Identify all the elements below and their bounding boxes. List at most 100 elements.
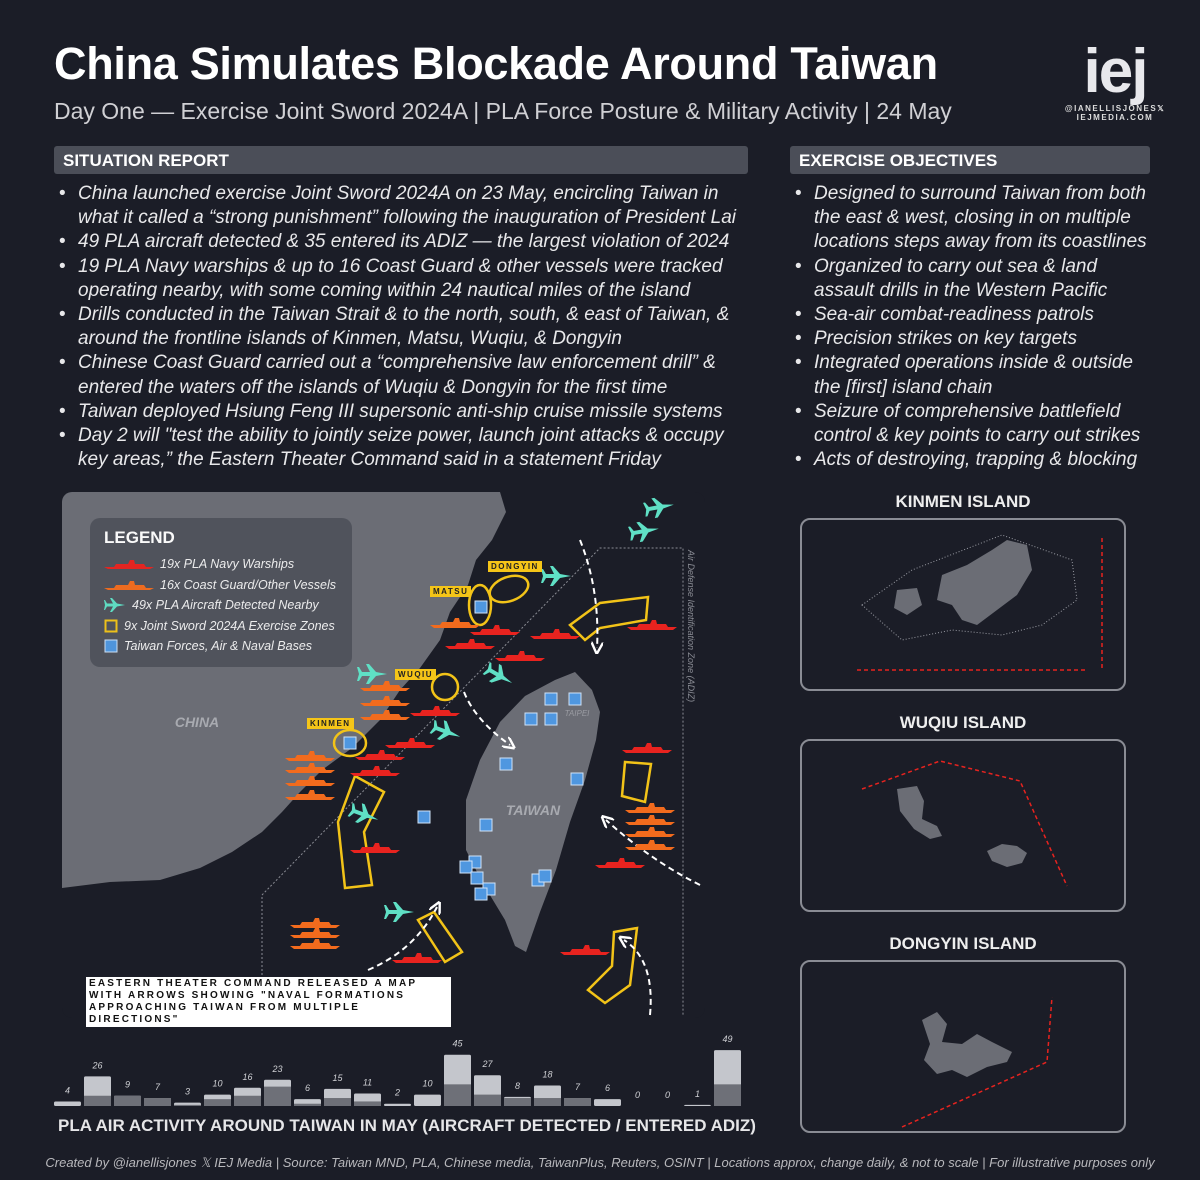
bar-data-label: 3 [185,1087,190,1097]
wuqiu-inset-title: WUQIU ISLAND [899,713,1027,732]
aircraft-icon [384,902,414,922]
legend-taiwan-bases: Taiwan Forces, Air & Naval Bases [104,636,338,657]
warship-icon [350,766,400,776]
bar-data-label: 26 [91,1060,102,1070]
bar-entered-adiz [84,1095,111,1106]
situation-report-heading: SITUATION REPORT [54,146,748,174]
exercise-zone-kinmen [332,728,368,758]
bar-entered-adiz [324,1098,351,1106]
bullet-item: Acts of destroying, trapping & blocking [790,448,1160,472]
taiwan-base-icon [470,871,484,885]
bar-data-label: 10 [422,1079,432,1089]
dongyin-inset-map [800,960,1126,1133]
coast-guard-vessel-icon [625,840,675,850]
taiwan-base-icon [417,810,431,824]
exercise-zone-northeast [568,595,650,642]
taiwan-base-icon [474,887,488,901]
dongyin-label: DONGYIN [488,561,542,572]
warship-icon [355,750,405,760]
taiwan-base-icon [459,860,473,874]
bullet-item: Precision strikes on key targets [790,327,1160,351]
logo: iej @IANELLISJONES𝕏 IEJMEDIA.COM [1060,40,1170,123]
coast-guard-vessel-icon [360,696,410,706]
bar-data-label: 1 [695,1089,700,1099]
logo-handle: @IANELLISJONES𝕏 [1064,104,1166,113]
china-label: CHINA [175,714,219,730]
taiwan-base-icon [499,757,513,771]
bar-data-label: 2 [394,1088,400,1098]
approach-arrow-southeast [624,940,652,1016]
bar-entered-adiz [114,1095,141,1106]
coast-guard-vessel-icon [285,751,335,761]
page-title: China Simulates Blockade Around Taiwan [54,38,938,89]
bullet-item: Organized to carry out sea & land assaul… [790,255,1160,303]
wuqiu-inset-map [800,739,1126,912]
warship-icon [445,639,495,649]
coast-guard-vessel-icon [285,790,335,800]
warship-icon [530,629,580,639]
bar-entered-adiz [564,1098,591,1106]
bar-data-label: 6 [305,1083,310,1093]
bar-data-label: 23 [271,1064,282,1074]
wuqiu-label: WUQIU [395,669,437,680]
exercise-zone-east [620,760,653,804]
adiz-label: Air Defense Identification Zone (ADIZ) [686,549,696,702]
coast-guard-vessel-icon [360,681,410,691]
bar-entered-adiz [204,1099,231,1106]
taiwan-base-icon [544,692,558,706]
bar-entered-adiz [294,1103,321,1106]
taiwan-base-icon [104,639,118,653]
bar-data-label: 45 [452,1039,463,1049]
coast-guard-vessel-icon [290,918,340,928]
bar-data-label: 7 [155,1082,161,1092]
taipei-label: TAIPEI [565,709,591,718]
bar-detected [684,1104,711,1106]
warship-icon [595,858,645,868]
exercise-zone-south [416,910,464,964]
aircraft-icon [541,566,571,586]
bar-data-label: 11 [363,1077,372,1087]
aircraft-icon [628,521,659,543]
exercise-zone-strait [336,774,386,890]
aircraft-icon [429,719,461,741]
bar-entered-adiz [174,1104,201,1106]
coast-guard-vessel-icon [430,618,480,628]
aircraft-icon [104,598,125,613]
bar-data-label: 16 [242,1072,252,1082]
bar-data-label: 49 [722,1034,732,1044]
bar-entered-adiz [504,1098,531,1106]
kinmen-inset-title: KINMEN ISLAND [895,492,1031,511]
bar-data-label: 0 [635,1090,640,1100]
warship-icon [470,625,520,635]
warship-icon [104,560,154,570]
map-legend: LEGEND 19x PLA Navy Warships 16x Coast G… [90,518,352,667]
legend-aircraft: 49x PLA Aircraft Detected Nearby [104,595,338,616]
matsu-label: MATSU [430,586,472,597]
exercise-objectives-list: Designed to surround Taiwan from both th… [790,182,1160,473]
bar-entered-adiz [264,1086,291,1106]
bar-entered-adiz [234,1095,261,1106]
coast-guard-vessel-icon [285,776,335,786]
coast-guard-vessel-icon [625,827,675,837]
coast-guard-vessel-icon [625,803,675,813]
taiwan-base-icon [479,818,493,832]
kinmen-label: KINMEN [307,718,354,729]
situation-report-list: China launched exercise Joint Sword 2024… [54,182,754,472]
bullet-item: Integrated operations inside & outside t… [790,351,1160,399]
legend-title: LEGEND [104,528,175,547]
bullet-item: China launched exercise Joint Sword 2024… [54,182,754,230]
adiz-boundary [261,547,684,1015]
footer-credits: Created by @ianellisjones 𝕏 IEJ Media | … [45,1155,1155,1170]
air-activity-chart: 4 26 9 7 3 10 16 23 6 15 11 2 10 45 27 8 18 7 6 0 0 1 49 [54,1034,741,1106]
chart-title: PLA AIR ACTIVITY AROUND TAIWAN IN MAY (A… [58,1116,756,1135]
bar-data-label: 6 [605,1083,610,1093]
aircraft-icon [643,497,674,519]
bar-entered-adiz [444,1084,471,1106]
approach-arrow-southwest [367,907,437,971]
bullet-item: Designed to surround Taiwan from both th… [790,182,1160,255]
page-subtitle: Day One — Exercise Joint Sword 2024A | P… [54,98,952,124]
bar-data-label: 8 [515,1081,520,1091]
bar-detected [414,1094,441,1106]
bar-data-label: 18 [542,1069,552,1079]
bullet-item: Drills conducted in the Taiwan Strait & … [54,303,754,351]
